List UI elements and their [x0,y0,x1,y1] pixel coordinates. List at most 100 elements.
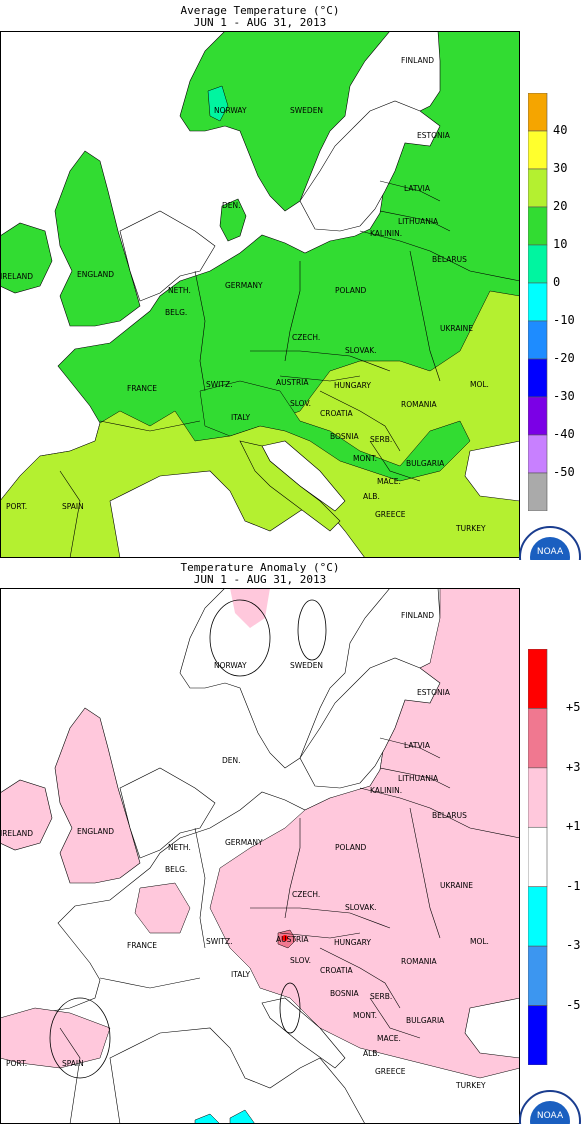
scandinavia-shape [179,588,391,769]
label-netherlands: NETH. [168,843,191,852]
label-bosnia: BOSNIA [330,989,359,998]
average-temperature-panel: Average Temperature (°C) JUN 1 - AUG 31,… [0,4,581,560]
cool-anomaly-spot-2 [229,1109,256,1124]
label-slovenia: SLOV. [290,399,311,408]
label-sweden: SWEDEN [290,106,323,115]
colorbar-swatch [528,168,548,208]
label-greece: GREECE [375,510,406,519]
anomaly-max-spot [282,935,288,941]
colorbar-tick-label: -30 [553,389,575,403]
colorbar-swatch [528,244,548,284]
cool-anomaly-spot [194,1113,221,1124]
label-bosnia: BOSNIA [330,432,359,441]
label-romania: ROMANIA [401,400,438,409]
ireland-shape [0,222,53,294]
label-hungary: HUNGARY [334,381,371,390]
colorbar-tick-label: -40 [553,427,575,441]
country-borders [59,737,520,1124]
colorbar-swatch [528,886,548,947]
mediterranean-sea [109,470,366,558]
colorbar-swatch [528,434,548,474]
label-austria: AUSTRIA [276,935,309,944]
label-croatia: CROATIA [320,966,354,975]
svg-text:NOAA: NOAA [537,547,564,557]
label-hungary: HUNGARY [334,938,371,947]
label-denmark: DEN. [222,756,241,765]
label-albania: ALB. [363,492,380,501]
label-ukraine: UKRAINE [440,324,473,333]
label-italy: ITALY [231,413,251,422]
colorbar-swatch [528,282,548,322]
label-slovenia: SLOV. [290,956,311,965]
label-france: FRANCE [127,384,157,393]
colorbar-swatch [528,320,548,360]
temperature-colorbar [528,93,548,511]
label-switzerland: SWITZ. [206,937,233,946]
black-sea [464,440,520,502]
label-belgium: BELG. [165,308,187,317]
colorbar-swatch [528,93,548,132]
panel-title: Average Temperature (°C) [180,4,340,17]
label-kaliningrad: KALININ. [370,229,402,238]
label-england: ENGLAND [77,827,114,836]
label-bulgaria: BULGARIA [406,459,445,468]
label-slovakia: SLOVAK. [345,346,377,355]
label-spain: SPAIN [62,502,84,511]
colorbar-swatch [528,767,548,828]
label-estonia: ESTONIA [417,131,451,140]
panel-subtitle: JUN 1 - AUG 31, 2013 [193,16,327,29]
britain-shape [54,707,141,884]
denmark-shape [219,198,247,242]
label-kaliningrad: KALININ. [370,786,402,795]
label-romania: ROMANIA [401,957,438,966]
label-montenegro: MONT. [353,1011,377,1020]
colorbar-tick-label: +1 [566,819,581,834]
label-france: FRANCE [127,941,157,950]
label-italy: ITALY [231,970,251,979]
label-poland: POLAND [335,286,367,295]
label-estonia: ESTONIA [417,688,451,697]
label-czech: CZECH. [292,890,320,899]
label-norway: NORWAY [214,106,247,115]
colorbar-swatch [528,826,548,888]
average-temperature-map: FINLAND NORWAY SWEDEN ESTONIA LATVIA DEN… [0,31,520,558]
label-macedonia: MACE. [377,1034,401,1043]
label-czech: CZECH. [292,333,320,342]
label-serbia: SERB. [370,435,392,444]
norway-cool-area [207,85,229,122]
anomaly-colorbar [528,649,548,1065]
svg-text:NOAA: NOAA [537,1111,564,1121]
map-frame [0,31,520,558]
label-albania: ALB. [363,1049,380,1058]
label-germany: GERMANY [225,281,263,290]
label-ukraine: UKRAINE [440,881,473,890]
label-portugal: PORT. [6,502,27,511]
label-lithuania: LITHUANIA [398,217,439,226]
baltic-sea [299,657,441,789]
britain-shape [54,150,141,327]
label-germany: GERMANY [225,838,263,847]
label-ireland: IRELAND [0,272,33,281]
temperature-anomaly-map: FINLAND NORWAY SWEDEN ESTONIA LATVIA DEN… [0,588,520,1124]
adriatic-sea [261,997,346,1069]
colorbar-tick-label: -1 [566,878,581,893]
colorbar-swatch [528,472,548,511]
label-spain: SPAIN [62,1059,84,1068]
colorbar-swatch [528,130,548,170]
panel-subtitle: JUN 1 - AUG 31, 2013 [193,573,327,586]
label-moldova: MOL. [470,937,489,946]
ireland-shape [0,779,53,851]
label-austria: AUSTRIA [276,378,309,387]
country-borders [59,180,520,558]
label-netherlands: NETH. [168,286,191,295]
label-denmark: DEN. [222,201,241,210]
colorbar-swatch [528,945,548,1006]
anomaly-contours [49,599,327,1079]
label-sweden: SWEDEN [290,661,323,670]
label-poland: POLAND [335,843,367,852]
colorbar-tick-label: -3 [566,938,581,953]
label-turkey: TURKEY [455,524,486,533]
colorbar-tick-label: 20 [553,199,568,213]
label-england: ENGLAND [77,270,114,279]
colorbar-tick-label: 10 [553,237,568,251]
